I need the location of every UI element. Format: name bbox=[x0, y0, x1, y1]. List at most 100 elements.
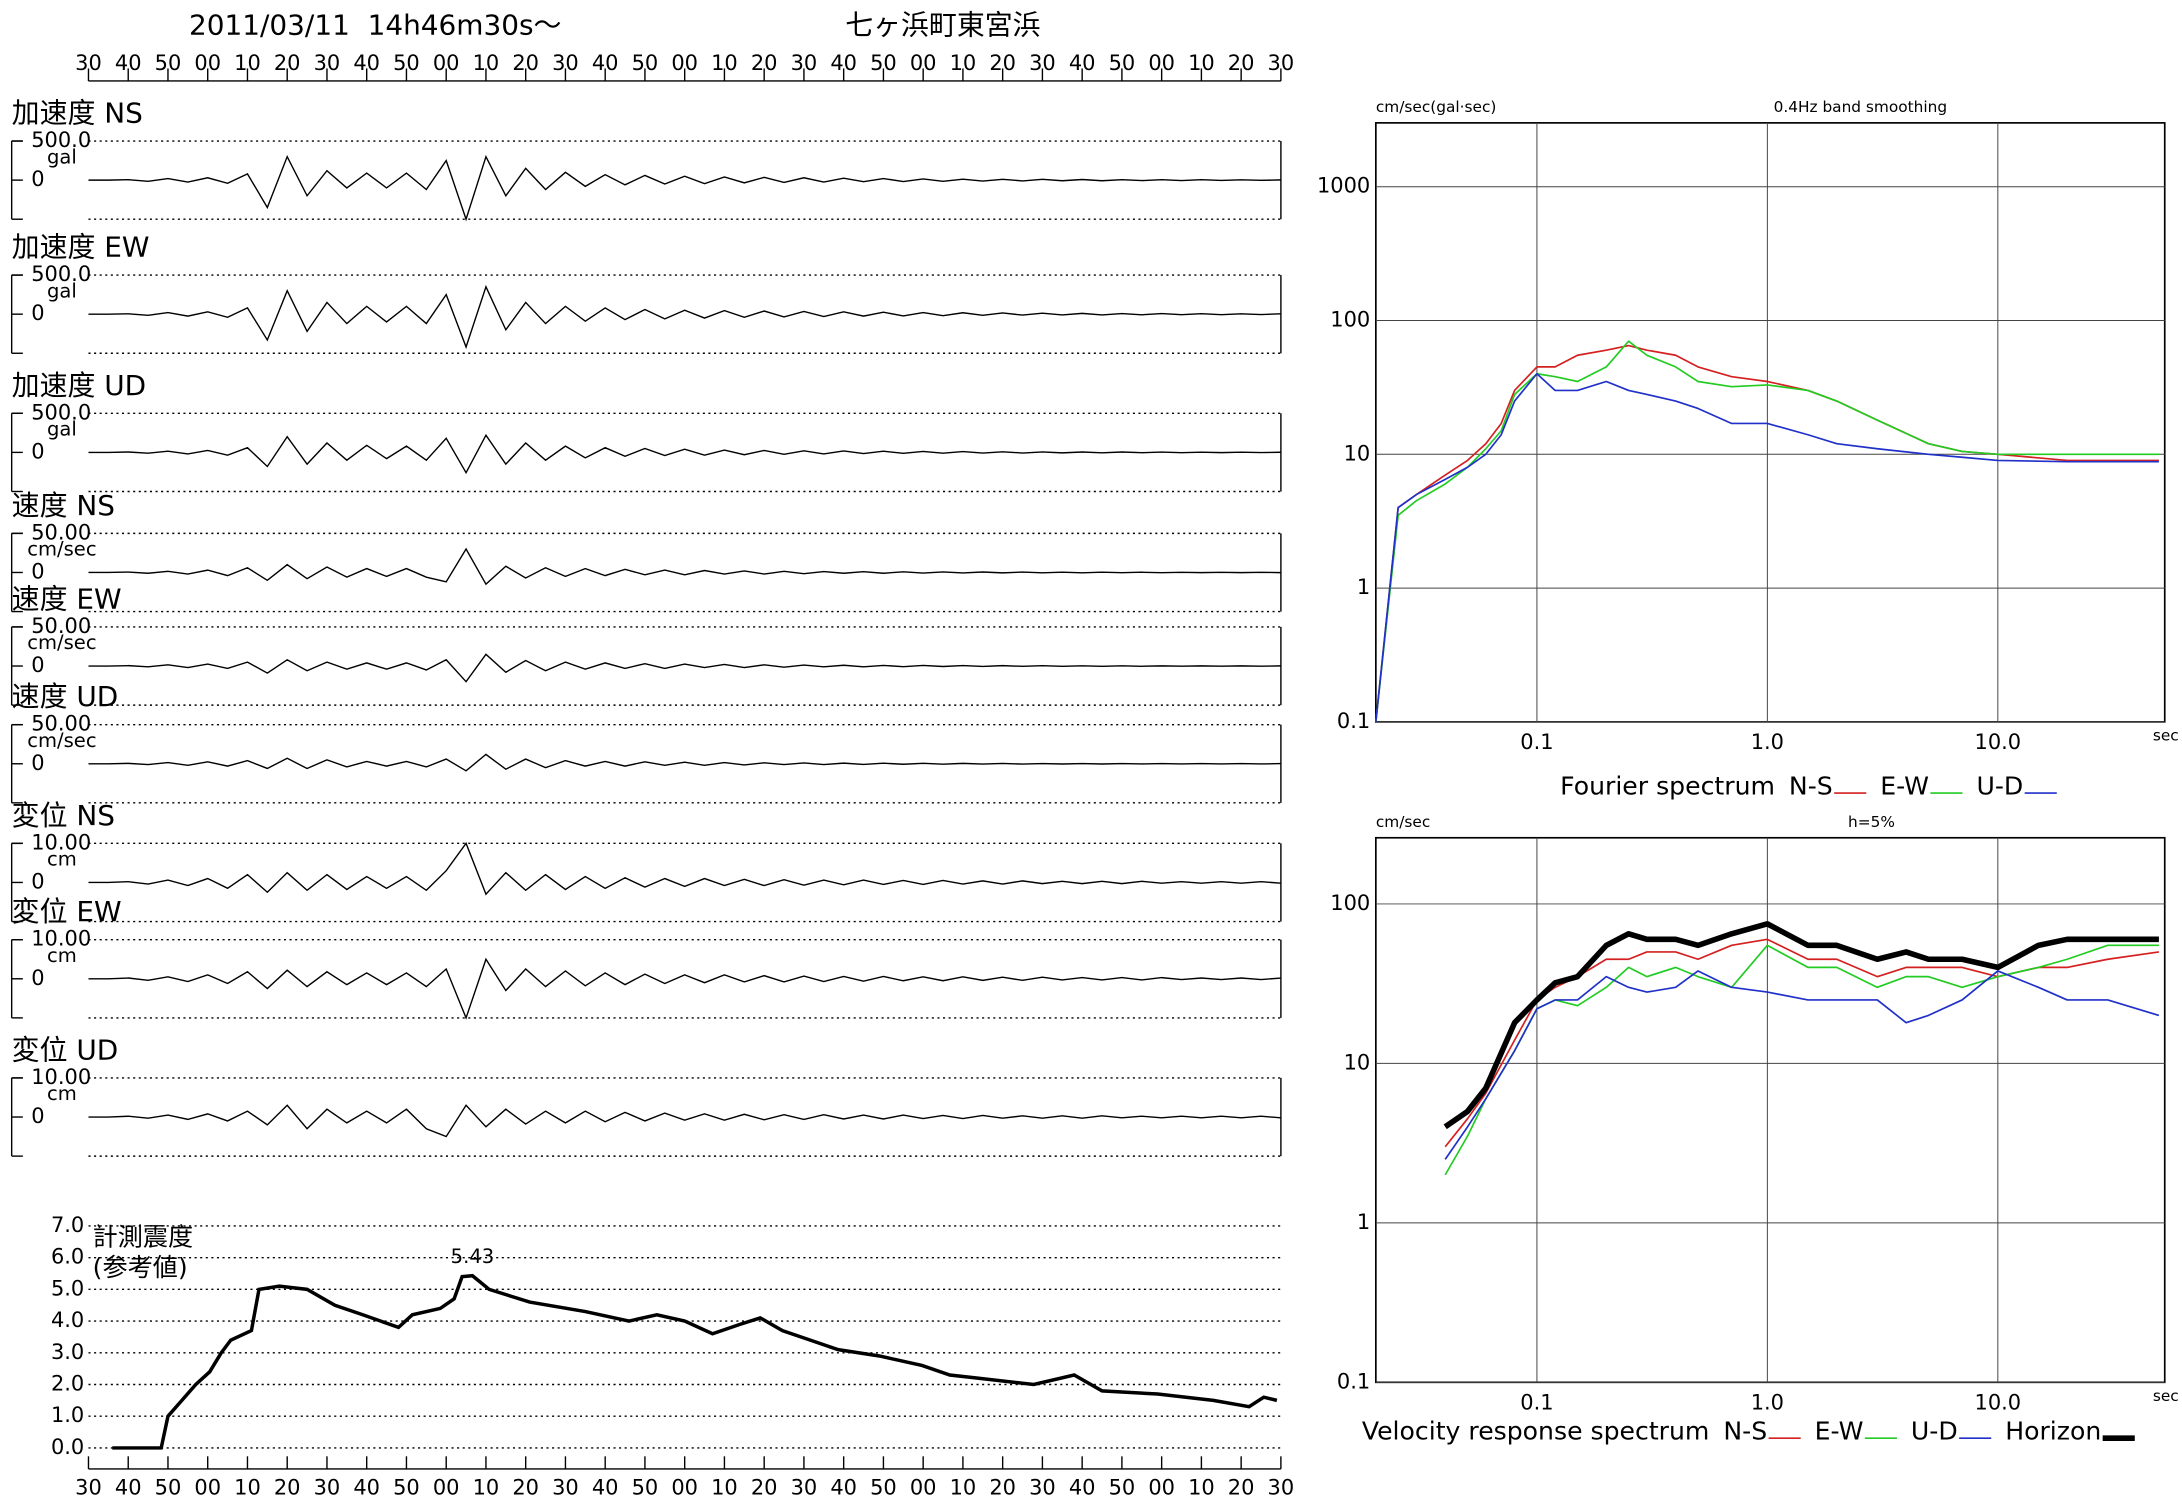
x-tick-label: 00 bbox=[671, 1475, 698, 1499]
y-tick-label: 0 bbox=[31, 439, 44, 463]
chart-title: 計測震度 bbox=[93, 1222, 194, 1251]
legend-label: U-D bbox=[1911, 1417, 1958, 1446]
y-tick-label: 0 bbox=[31, 1104, 44, 1128]
unit-label: gal bbox=[47, 279, 77, 302]
y-tick-label: 0.0 bbox=[51, 1435, 84, 1459]
x-tick-label: 40 bbox=[115, 1475, 142, 1499]
unit-label: cm bbox=[47, 944, 77, 967]
x-tick-label: 10 bbox=[950, 1475, 977, 1499]
waveform-trace bbox=[88, 284, 1281, 350]
x-tick-label: 20 bbox=[989, 1475, 1016, 1499]
y-tick-label: 500.0 bbox=[31, 400, 91, 424]
unit-label: cm/sec bbox=[27, 631, 96, 654]
x-tick-label: 40 bbox=[592, 51, 619, 75]
waveform-trace bbox=[88, 653, 1281, 683]
x-tick-label: 30 bbox=[314, 51, 341, 75]
x-tick-label: 40 bbox=[1069, 1475, 1096, 1499]
y-tick-label: 4.0 bbox=[51, 1308, 84, 1332]
unit-label: cm/sec bbox=[27, 538, 96, 561]
x-tick-label: 20 bbox=[274, 51, 301, 75]
x-tick-label: 30 bbox=[314, 1475, 341, 1499]
x-tick-label: 10 bbox=[1188, 1475, 1215, 1499]
waveform-trace bbox=[88, 433, 1281, 475]
panel-title: 変位 EW bbox=[12, 895, 122, 928]
x-tick-label: 20 bbox=[1228, 1475, 1255, 1499]
x-tick-label: 10 bbox=[950, 51, 977, 75]
y-tick-label: 0 bbox=[31, 966, 44, 990]
y-tick-label: 0 bbox=[31, 167, 44, 191]
unit-label: cm bbox=[47, 848, 77, 871]
x-tick-label: 00 bbox=[1148, 1475, 1175, 1499]
x-tick-label: 1.0 bbox=[1751, 1390, 1784, 1414]
x-tick-label: 0.1 bbox=[1520, 1390, 1553, 1414]
x-tick-label: 10 bbox=[234, 51, 261, 75]
x-tick-label: 20 bbox=[274, 1475, 301, 1499]
unit-label: gal bbox=[47, 145, 77, 168]
y-tick-label: 0 bbox=[31, 301, 44, 325]
y-tick-label: 10.00 bbox=[31, 1065, 91, 1089]
panel-title: 速度 UD bbox=[12, 680, 119, 713]
x-tick-label: 10 bbox=[711, 1475, 738, 1499]
legend-label: E-W bbox=[1880, 772, 1929, 801]
waveform-trace bbox=[88, 841, 1281, 896]
unit-label: cm/sec bbox=[27, 729, 96, 752]
legend-label: Horizon bbox=[2005, 1417, 2101, 1446]
x-tick-label: 00 bbox=[433, 1475, 460, 1499]
x-tick-label: 50 bbox=[632, 1475, 659, 1499]
spectrum-line bbox=[1444, 970, 2160, 1160]
y-axis-label: cm/sec bbox=[1376, 813, 1430, 831]
x-tick-label: 30 bbox=[791, 1475, 818, 1499]
panel-title: 速度 EW bbox=[12, 582, 122, 615]
y-tick-label: 1000 bbox=[1317, 174, 1370, 198]
x-tick-label: 50 bbox=[155, 1475, 182, 1499]
y-tick-label: 100 bbox=[1330, 307, 1370, 331]
x-tick-label: 10 bbox=[473, 1475, 500, 1499]
chart-title: 0.4Hz band smoothing bbox=[1774, 98, 1948, 116]
x-tick-label: 30 bbox=[791, 51, 818, 75]
x-tick-label: 30 bbox=[1268, 1475, 1295, 1499]
x-tick-label: 50 bbox=[1109, 51, 1136, 75]
panel-title: 変位 NS bbox=[12, 799, 115, 832]
y-tick-label: 5.0 bbox=[51, 1276, 84, 1300]
annotation: 5.43 bbox=[451, 1245, 495, 1268]
waveform-trace bbox=[88, 547, 1281, 586]
unit-label: gal bbox=[47, 418, 77, 441]
waveform-trace bbox=[88, 753, 1281, 772]
x-tick-label: 00 bbox=[433, 51, 460, 75]
x-tick-label: 20 bbox=[989, 51, 1016, 75]
station-name: 七ヶ浜町東宮浜 bbox=[845, 9, 1040, 42]
y-axis-label: cm/sec(gal·sec) bbox=[1376, 98, 1497, 116]
x-tick-label: 40 bbox=[1069, 51, 1096, 75]
y-tick-label: 50.00 bbox=[31, 614, 91, 638]
x-tick-label: 10 bbox=[1188, 51, 1215, 75]
x-tick-label: 1.0 bbox=[1751, 730, 1784, 754]
panel-title: 加速度 UD bbox=[12, 369, 147, 402]
y-tick-label: 1 bbox=[1357, 575, 1370, 599]
x-tick-label: 10 bbox=[473, 51, 500, 75]
x-tick-label: 50 bbox=[155, 51, 182, 75]
x-tick-label: 30 bbox=[552, 1475, 579, 1499]
y-tick-label: 1.0 bbox=[51, 1403, 84, 1427]
panel-title: 速度 NS bbox=[12, 489, 115, 522]
y-tick-label: 7.0 bbox=[51, 1213, 84, 1237]
unit-label: cm bbox=[47, 1082, 77, 1105]
y-tick-label: 6.0 bbox=[51, 1245, 84, 1269]
intensity-line bbox=[112, 1273, 1278, 1450]
y-tick-label: 500.0 bbox=[31, 262, 91, 286]
panel-title: 変位 UD bbox=[12, 1033, 119, 1066]
panel-title: 加速度 EW bbox=[12, 231, 150, 264]
x-tick-label: 30 bbox=[552, 51, 579, 75]
y-tick-label: 0 bbox=[31, 559, 44, 583]
y-tick-label: 3.0 bbox=[51, 1340, 84, 1364]
x-tick-label: 10 bbox=[711, 51, 738, 75]
x-tick-label: 30 bbox=[1029, 51, 1056, 75]
x-tick-label: 20 bbox=[751, 51, 778, 75]
waveform-trace bbox=[88, 957, 1281, 1020]
x-tick-label: 50 bbox=[1109, 1475, 1136, 1499]
x-tick-label: 40 bbox=[830, 51, 857, 75]
legend-caption: Velocity response spectrum bbox=[1362, 1417, 1710, 1446]
x-tick-label: 40 bbox=[353, 1475, 380, 1499]
x-tick-label: 20 bbox=[751, 1475, 778, 1499]
x-tick-label: 0.1 bbox=[1520, 730, 1553, 754]
